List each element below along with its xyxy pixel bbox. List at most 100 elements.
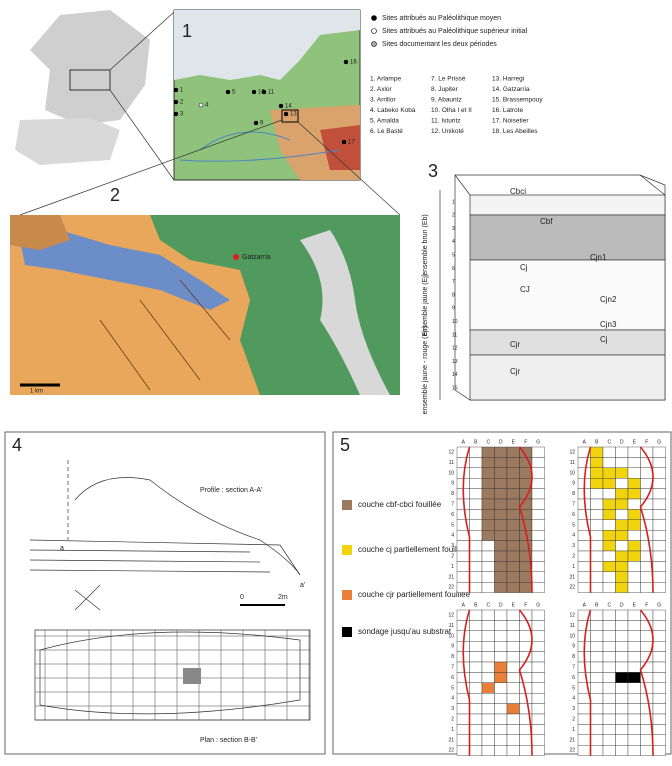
row-label: 6 — [572, 512, 575, 518]
grid-cell — [482, 541, 495, 551]
column-label: A — [462, 439, 466, 445]
grid-cell — [578, 457, 591, 467]
column-label: F — [645, 439, 648, 445]
row-label: 9 — [572, 644, 575, 650]
grid-cell — [591, 662, 604, 672]
grid-cell — [495, 447, 508, 457]
legend-swatch — [342, 545, 352, 555]
depth-label: 13 — [452, 359, 458, 365]
row-label: 9 — [451, 481, 454, 487]
grid-cell — [653, 745, 666, 755]
row-label: 7 — [572, 502, 575, 508]
grid-cell — [578, 572, 591, 582]
grid-cell — [495, 745, 508, 755]
column-label: G — [536, 602, 540, 608]
row-label: 3 — [572, 543, 575, 549]
scale-label: 0 — [240, 594, 244, 601]
grid-cell — [470, 509, 483, 519]
grid-cell — [578, 620, 591, 630]
grid-cell — [457, 509, 470, 519]
grid-cell — [470, 714, 483, 724]
grid-cell — [653, 735, 666, 745]
site-name: 17. Noisetier — [492, 118, 529, 125]
grid-cell — [641, 582, 654, 592]
grid-cell — [578, 724, 591, 734]
legend-swatch — [342, 590, 352, 600]
grid-cell — [591, 672, 604, 682]
hatched-square — [183, 668, 201, 684]
grid-cell — [482, 478, 495, 488]
grid-cell — [591, 582, 604, 592]
grid-cell — [470, 683, 483, 693]
grid-cell — [507, 714, 520, 724]
grid-cell — [603, 509, 616, 519]
grid-cell — [628, 735, 641, 745]
grid-cell — [641, 541, 654, 551]
grid-cell — [616, 478, 629, 488]
grid-cell — [591, 631, 604, 641]
grid-cell — [507, 551, 520, 561]
grid-cell — [591, 447, 604, 457]
legend-label: Sites attribués au Paléolithique moyen — [382, 15, 501, 22]
site-name: 6. Le Basté — [370, 128, 403, 135]
grid-cell — [603, 693, 616, 703]
column-label: E — [633, 602, 637, 608]
grid-cell — [603, 561, 616, 571]
site-name: 12. Unikoté — [431, 128, 464, 135]
site-name: 15. Brassempouy — [492, 97, 543, 104]
depth-label: 5 — [452, 253, 455, 259]
grid-cell — [507, 468, 520, 478]
depth-label: 8 — [452, 292, 455, 298]
row-label: 2 — [572, 717, 575, 723]
grid-cell — [653, 652, 666, 662]
grid-cell — [457, 551, 470, 561]
grid-cell — [591, 693, 604, 703]
depth-label: 7 — [452, 279, 455, 285]
row-label: 2 — [451, 554, 454, 560]
grid-cell — [591, 561, 604, 571]
grid-cell — [616, 561, 629, 571]
site-name: 13. Harregi — [492, 76, 524, 83]
row-label: 4 — [451, 696, 454, 702]
grid-cell — [482, 530, 495, 540]
grid-cell — [653, 672, 666, 682]
grid-cell — [470, 693, 483, 703]
grid-cell — [482, 489, 495, 499]
grid-cell — [482, 551, 495, 561]
grid-cell — [591, 530, 604, 540]
grid-cell — [482, 652, 495, 662]
layer-label: Cbci — [510, 187, 526, 196]
grid-cell — [653, 561, 666, 571]
grid-cell — [653, 683, 666, 693]
row-label: 11 — [449, 460, 454, 466]
site-name: 4. Labeko Koba — [370, 107, 416, 114]
grid-cell — [603, 551, 616, 561]
row-label: 5 — [451, 522, 454, 528]
grid-cell — [482, 572, 495, 582]
column-label: G — [657, 602, 661, 608]
grid-cell — [616, 530, 629, 540]
panel-number: 4 — [12, 435, 22, 455]
row-label: 1 — [572, 727, 575, 733]
site-point — [199, 103, 203, 107]
grid-cell — [628, 724, 641, 734]
grid-cell — [507, 478, 520, 488]
site-name: 5. Amalda — [370, 118, 399, 125]
grid-cell — [470, 551, 483, 561]
plan-grid — [35, 630, 310, 720]
grid-cell — [603, 457, 616, 467]
grid-cell — [616, 683, 629, 693]
column-label: A — [583, 602, 587, 608]
grid-cell — [520, 582, 533, 592]
grid-cell — [507, 489, 520, 499]
grid-cell — [616, 520, 629, 530]
grid-cell — [628, 652, 641, 662]
grid-cell — [578, 551, 591, 561]
depth-label: 10 — [452, 319, 458, 325]
grid-cell — [616, 735, 629, 745]
layer-label: Cbf — [540, 217, 553, 226]
grid-cell — [495, 641, 508, 651]
grid-cell — [495, 551, 508, 561]
grid-cell — [482, 499, 495, 509]
grid-cell — [495, 724, 508, 734]
